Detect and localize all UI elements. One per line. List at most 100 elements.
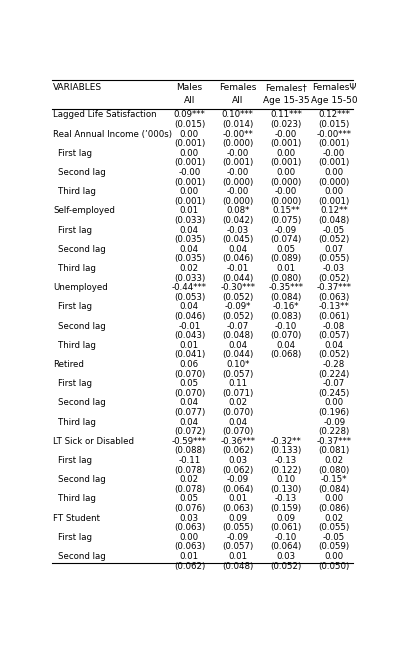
Text: (0.035): (0.035): [174, 235, 205, 244]
Text: Second lag: Second lag: [58, 245, 106, 254]
Text: 0.01: 0.01: [228, 495, 247, 504]
Text: First lag: First lag: [58, 533, 93, 542]
Text: All: All: [232, 96, 243, 105]
Text: (0.228): (0.228): [318, 427, 350, 436]
Text: -0.01: -0.01: [227, 264, 249, 273]
Text: 0.04: 0.04: [228, 341, 247, 350]
Text: 0.00: 0.00: [276, 168, 296, 177]
Text: -0.00: -0.00: [227, 187, 249, 196]
Text: 0.08*: 0.08*: [226, 206, 249, 215]
Text: (0.001): (0.001): [318, 139, 350, 148]
Text: 0.00: 0.00: [325, 495, 344, 504]
Text: 0.04: 0.04: [228, 417, 247, 426]
Text: -0.08: -0.08: [323, 321, 345, 330]
Text: 0.04: 0.04: [180, 302, 199, 312]
Text: 0.05: 0.05: [180, 379, 199, 388]
Text: 0.04: 0.04: [325, 341, 344, 350]
Text: (0.052): (0.052): [318, 235, 350, 244]
Text: -0.00**: -0.00**: [222, 130, 253, 138]
Text: (0.130): (0.130): [270, 485, 301, 494]
Text: (0.061): (0.061): [318, 312, 350, 321]
Text: (0.046): (0.046): [174, 312, 205, 321]
Text: Self-employed: Self-employed: [53, 206, 115, 215]
Text: (0.245): (0.245): [318, 389, 350, 398]
Text: 0.04: 0.04: [180, 226, 199, 234]
Text: -0.10: -0.10: [275, 321, 297, 330]
Text: -0.03: -0.03: [323, 264, 345, 273]
Text: -0.07: -0.07: [227, 321, 249, 330]
Text: 0.10*: 0.10*: [226, 360, 249, 369]
Text: -0.37***: -0.37***: [317, 437, 351, 446]
Text: (0.070): (0.070): [222, 427, 253, 436]
Text: Third lag: Third lag: [58, 495, 96, 504]
Text: -0.10: -0.10: [275, 533, 297, 542]
Text: 0.03: 0.03: [180, 513, 199, 522]
Text: (0.080): (0.080): [270, 273, 301, 282]
Text: (0.133): (0.133): [270, 447, 301, 456]
Text: -0.00: -0.00: [227, 149, 249, 158]
Text: 0.02: 0.02: [180, 475, 199, 484]
Text: (0.048): (0.048): [222, 561, 253, 570]
Text: Age 15-50: Age 15-50: [311, 96, 357, 105]
Text: (0.070): (0.070): [270, 331, 301, 340]
Text: (0.061): (0.061): [270, 523, 301, 532]
Text: (0.062): (0.062): [222, 447, 253, 456]
Text: FT Student: FT Student: [53, 513, 100, 522]
Text: (0.084): (0.084): [270, 293, 301, 302]
Text: -0.11: -0.11: [178, 456, 201, 465]
Text: -0.44***: -0.44***: [172, 283, 207, 292]
Text: (0.083): (0.083): [270, 312, 301, 321]
Text: (0.014): (0.014): [222, 120, 253, 129]
Text: (0.081): (0.081): [318, 447, 350, 456]
Text: (0.050): (0.050): [318, 561, 350, 570]
Text: Second lag: Second lag: [58, 552, 106, 561]
Text: (0.062): (0.062): [174, 561, 205, 570]
Text: 0.00: 0.00: [325, 552, 344, 561]
Text: (0.080): (0.080): [318, 465, 350, 474]
Text: Third lag: Third lag: [58, 417, 96, 426]
Text: -0.00: -0.00: [227, 168, 249, 177]
Text: 0.04: 0.04: [180, 245, 199, 254]
Text: -0.09*: -0.09*: [225, 302, 251, 312]
Text: -0.05: -0.05: [323, 533, 345, 542]
Text: (0.001): (0.001): [270, 139, 301, 148]
Text: (0.033): (0.033): [174, 273, 205, 282]
Text: (0.001): (0.001): [318, 158, 350, 167]
Text: (0.078): (0.078): [174, 465, 205, 474]
Text: (0.068): (0.068): [270, 350, 301, 360]
Text: (0.015): (0.015): [318, 120, 350, 129]
Text: 0.07: 0.07: [325, 245, 344, 254]
Text: First lag: First lag: [58, 149, 93, 158]
Text: (0.052): (0.052): [318, 273, 350, 282]
Text: (0.070): (0.070): [174, 369, 205, 378]
Text: (0.055): (0.055): [318, 254, 350, 263]
Text: (0.015): (0.015): [174, 120, 205, 129]
Text: -0.15*: -0.15*: [321, 475, 348, 484]
Text: (0.072): (0.072): [174, 427, 205, 436]
Text: 0.01: 0.01: [180, 206, 199, 215]
Text: 0.05: 0.05: [180, 495, 199, 504]
Text: (0.052): (0.052): [270, 561, 301, 570]
Text: Second lag: Second lag: [58, 475, 106, 484]
Text: (0.070): (0.070): [222, 408, 253, 417]
Text: 0.02: 0.02: [325, 513, 344, 522]
Text: -0.00: -0.00: [275, 187, 297, 196]
Text: Males: Males: [177, 83, 203, 92]
Text: Females: Females: [219, 83, 256, 92]
Text: -0.05: -0.05: [323, 226, 345, 234]
Text: 0.03: 0.03: [276, 552, 296, 561]
Text: (0.001): (0.001): [222, 158, 253, 167]
Text: Real Annual Income (’000s): Real Annual Income (’000s): [53, 130, 172, 138]
Text: 0.02: 0.02: [325, 456, 344, 465]
Text: 0.00: 0.00: [325, 398, 344, 408]
Text: First lag: First lag: [58, 226, 93, 234]
Text: First lag: First lag: [58, 302, 93, 312]
Text: (0.059): (0.059): [319, 543, 350, 551]
Text: 0.11: 0.11: [228, 379, 247, 388]
Text: (0.000): (0.000): [222, 139, 253, 148]
Text: 0.00: 0.00: [180, 533, 199, 542]
Text: (0.033): (0.033): [174, 216, 205, 225]
Text: (0.045): (0.045): [222, 235, 253, 244]
Text: 0.01: 0.01: [276, 264, 296, 273]
Text: (0.088): (0.088): [174, 447, 205, 456]
